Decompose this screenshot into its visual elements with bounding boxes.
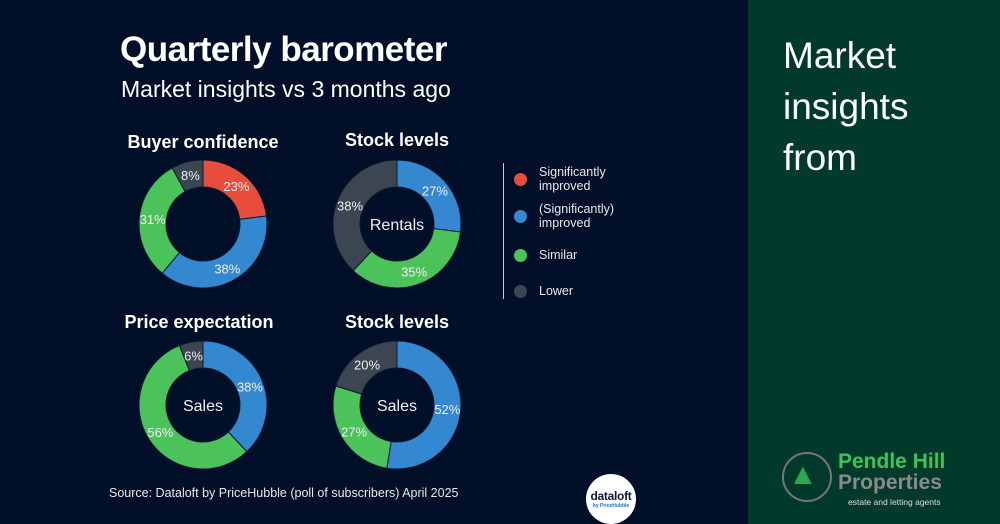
legend-swatch xyxy=(514,209,527,223)
legend: Significantly improved (Significantly) i… xyxy=(503,163,614,299)
logo-circle xyxy=(782,452,832,502)
logo-tagline: estate and letting agents xyxy=(848,497,941,507)
legend-label: Significantly improved xyxy=(539,165,606,193)
dataloft-logo-name: dataloft xyxy=(590,489,632,503)
logo-line2: Properties xyxy=(838,471,942,494)
slice-label: 23% xyxy=(223,179,249,194)
donut-center-label: Sales xyxy=(183,398,223,415)
slice-label: 38% xyxy=(237,379,263,394)
legend-label: Similar xyxy=(539,248,578,262)
chart-title-buyer-confidence: Buyer confidence xyxy=(127,132,279,152)
pendle-hill-logo: ▲ Pendle Hill Properties estate and lett… xyxy=(782,450,982,512)
slice-label: 20% xyxy=(354,357,380,372)
legend-item: (Significantly) improved xyxy=(514,202,654,230)
donut-slice xyxy=(386,340,462,470)
donut-charts: 23% 38% 31% 8% 27% 35% 38% Rentals 38% 56% 6% Sales… xyxy=(138,159,462,470)
slice-label: 38% xyxy=(214,261,240,276)
donut-slice xyxy=(138,344,248,470)
donut-slice xyxy=(171,159,204,193)
donut-slice xyxy=(352,228,462,289)
donut-slice xyxy=(178,340,204,372)
side-panel xyxy=(748,0,1000,524)
slice-label: 52% xyxy=(434,402,460,417)
slice-label: 56% xyxy=(147,425,173,440)
legend-label: Lower xyxy=(539,284,574,298)
page-subtitle: Market insights vs 3 months ago xyxy=(121,76,451,102)
page-title: Quarterly barometer xyxy=(120,30,448,69)
chart-title-stock-rentals: Stock levels xyxy=(344,130,450,150)
donut-center-label: Sales xyxy=(377,398,417,415)
source-note: Source: Dataloft by PriceHubble (poll of… xyxy=(109,486,459,500)
slice-label: 35% xyxy=(401,265,427,280)
donut-slice xyxy=(161,215,268,289)
slice-label: 8% xyxy=(181,168,200,183)
legend-item: Similar xyxy=(514,248,654,262)
donut-slice xyxy=(202,340,268,453)
slice-label: 6% xyxy=(184,348,203,363)
legend-swatch xyxy=(514,172,527,186)
logo-line1: Pendle Hill xyxy=(838,450,946,473)
legend-swatch xyxy=(514,248,527,262)
legend-item: Lower xyxy=(514,284,654,298)
donut-slice xyxy=(335,340,398,395)
legend-item: Significantly improved xyxy=(514,165,654,193)
chart-title-stock-sales: Stock levels xyxy=(344,312,450,332)
slice-label: 38% xyxy=(337,198,363,213)
slice-label: 31% xyxy=(140,212,166,227)
donut-slice xyxy=(332,159,398,272)
dataloft-logo-sub: by PriceHubble xyxy=(592,503,630,509)
legend-swatch xyxy=(514,284,527,298)
legend-label: (Significantly) improved xyxy=(539,202,615,230)
side-panel-text: Market insights from xyxy=(783,35,909,178)
slice-label: 27% xyxy=(341,425,367,440)
donut-center-label: Rentals xyxy=(370,217,424,234)
witch-icon: ▲ xyxy=(788,458,818,491)
slice-label: 27% xyxy=(422,184,448,199)
chart-title-price-expectation: Price expectation xyxy=(124,312,274,332)
dataloft-logo: dataloft by PriceHubble xyxy=(586,474,636,524)
